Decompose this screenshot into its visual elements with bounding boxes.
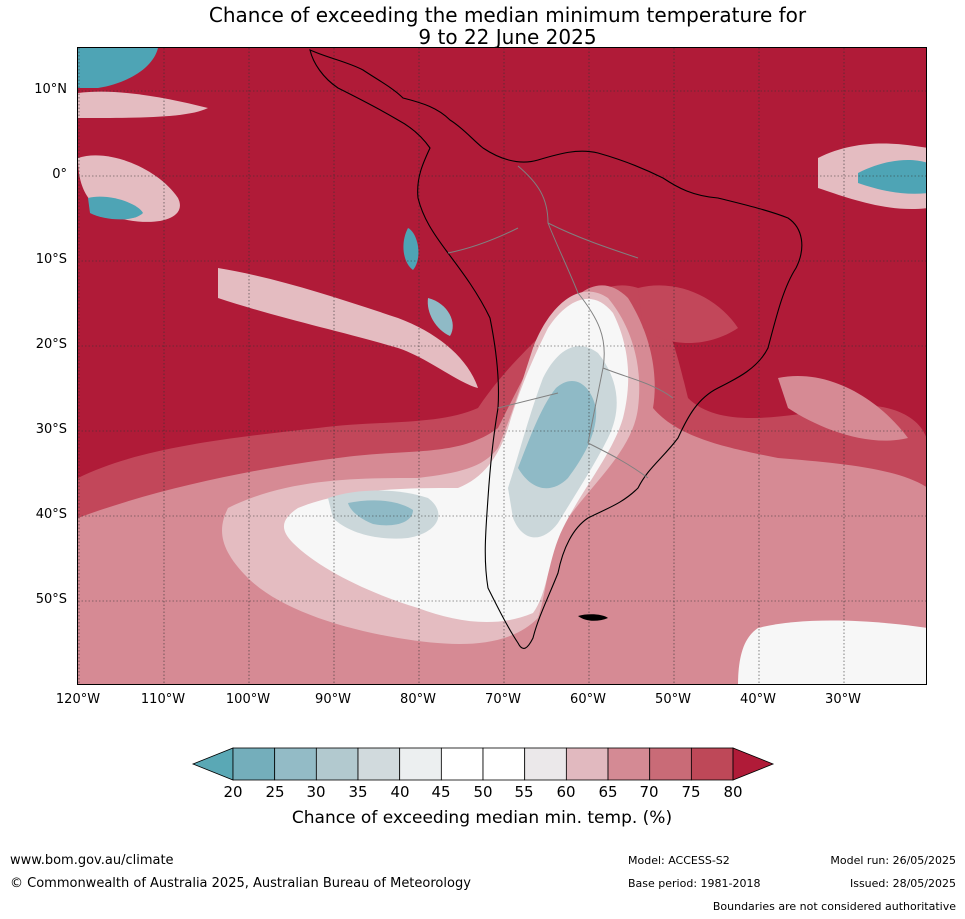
lon-label-100w: 100°W <box>225 692 271 707</box>
map-panel <box>77 47 927 685</box>
lon-label-120w: 120°W <box>55 692 101 707</box>
colorbar-label: Chance of exceeding median min. temp. (%… <box>291 808 673 828</box>
graticule <box>78 48 926 684</box>
lon-label-50w: 50°W <box>655 692 691 707</box>
colorbar-tick-50: 50 <box>473 783 493 801</box>
lon-label-40w: 40°W <box>740 692 776 707</box>
colorbar-tick-45: 45 <box>431 783 451 801</box>
colorbar-cell <box>482 747 526 781</box>
colorbar-tick-30: 30 <box>306 783 326 801</box>
title-line-2: 9 to 22 June 2025 <box>418 25 597 49</box>
lon-label-90w: 90°W <box>315 692 351 707</box>
lat-label-10n: 10°N <box>34 82 67 97</box>
colorbar-cells <box>191 747 775 781</box>
base-period-text: Base period: 1981-2018 <box>628 877 761 890</box>
colorbar-tick-25: 25 <box>265 783 285 801</box>
colorbar-cell <box>315 747 359 781</box>
disclaimer-text: Boundaries are not considered authoritat… <box>712 900 956 913</box>
colorbar-tick-65: 65 <box>598 783 618 801</box>
title-line-1: Chance of exceeding the median minimum t… <box>208 3 807 27</box>
colorbar-tick-40: 40 <box>390 783 410 801</box>
colorbar-cell <box>690 747 734 781</box>
colorbar-extend-high <box>732 747 775 781</box>
colorbar-cell <box>232 747 276 781</box>
lon-label-80w: 80°W <box>400 692 436 707</box>
lat-label-0: 0° <box>52 167 67 182</box>
country-borders <box>447 165 674 479</box>
colorbar-tick-35: 35 <box>348 783 368 801</box>
colorbar-cell <box>524 747 567 781</box>
colorbar-cell <box>357 747 401 781</box>
colorbar-tick-75: 75 <box>681 783 701 801</box>
lat-label-50s: 50°S <box>35 592 67 607</box>
colorbar-cell <box>274 747 317 781</box>
model-text: Model: ACCESS-S2 <box>628 854 730 867</box>
lon-label-30w: 30°W <box>825 692 861 707</box>
colorbar-cell <box>399 747 442 781</box>
colorbar-cell <box>565 747 609 781</box>
colorbar-cell <box>649 747 692 781</box>
falkland-islands <box>578 614 608 621</box>
model-run-text: Model run: 26/05/2025 <box>830 854 956 867</box>
colorbar-tick-80: 80 <box>723 783 743 801</box>
colorbar-tick-70: 70 <box>639 783 659 801</box>
colorbar-cell <box>440 747 484 781</box>
lon-label-70w: 70°W <box>485 692 521 707</box>
bom-url: www.bom.gov.au/climate <box>10 853 174 868</box>
lon-label-60w: 60°W <box>570 692 606 707</box>
probability-map <box>78 48 926 684</box>
lat-label-10s: 10°S <box>35 252 67 267</box>
issued-text: Issued: 28/05/2025 <box>849 877 956 890</box>
copyright-text: © Commonwealth of Australia 2025, Austra… <box>10 876 471 891</box>
lat-label-30s: 30°S <box>35 422 67 437</box>
lat-label-40s: 40°S <box>35 507 67 522</box>
colorbar-tick-20: 20 <box>223 783 243 801</box>
colorbar <box>191 747 775 781</box>
colorbar-tick-55: 55 <box>514 783 534 801</box>
chart-title: Chance of exceeding the median minimum t… <box>0 4 965 48</box>
colorbar-cell <box>607 747 651 781</box>
colorbar-tick-60: 60 <box>556 783 576 801</box>
lon-label-110w: 110°W <box>140 692 186 707</box>
coastline <box>309 49 803 649</box>
lat-label-20s: 20°S <box>35 337 67 352</box>
colorbar-extend-low <box>191 747 234 781</box>
probability-zones <box>78 48 926 684</box>
